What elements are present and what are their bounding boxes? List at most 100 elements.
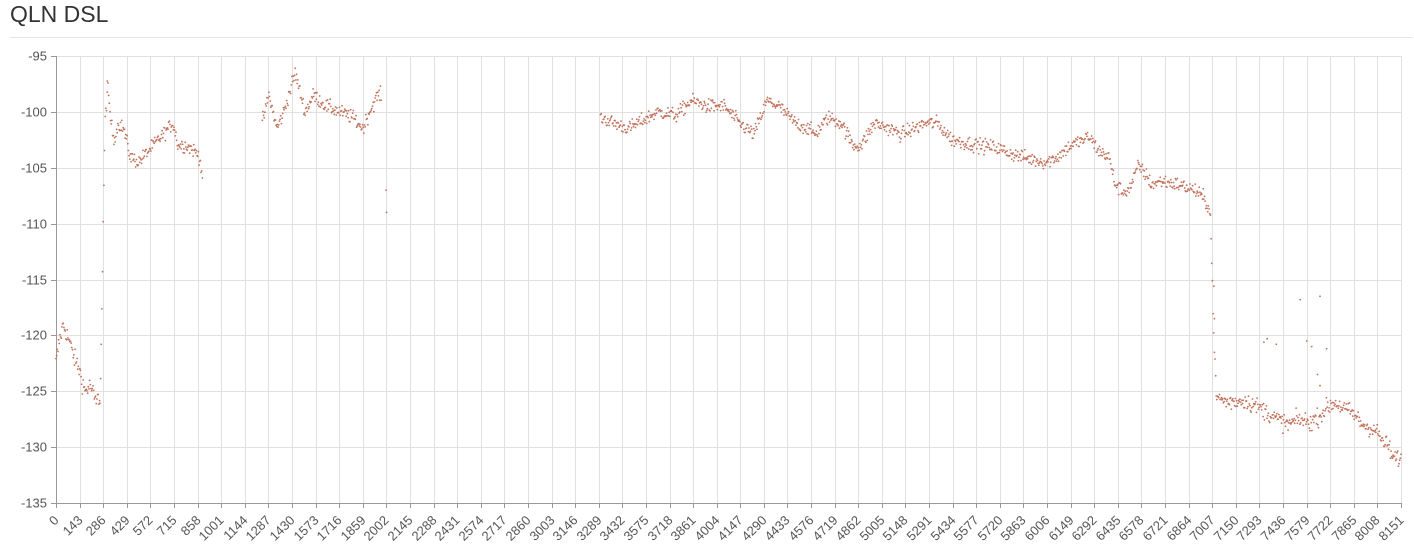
data-point [120,129,123,132]
data-point [654,114,657,117]
x-tick-label: 3432 [597,513,628,544]
data-point [1146,175,1148,178]
data-point [1201,198,1204,201]
data-point [132,158,135,161]
data-point [1373,430,1376,433]
data-point [1086,131,1089,134]
data-point [159,140,162,143]
data-point [1230,408,1233,411]
data-point [804,131,807,133]
data-point [635,118,638,121]
data-point [1363,424,1366,426]
data-point [327,108,330,111]
data-point [642,120,645,122]
data-point [1396,451,1398,454]
data-point [847,130,850,133]
data-point [1210,237,1212,240]
data-point [966,140,969,143]
data-point [1094,141,1096,144]
data-point [661,110,663,112]
data-point [788,115,791,117]
data-point [117,124,120,127]
data-point [871,125,874,128]
data-point [1191,184,1194,187]
data-point [985,141,988,143]
data-point [1097,147,1100,150]
data-point [59,333,61,336]
data-point [900,132,903,135]
data-point [86,392,89,395]
data-point [1085,133,1088,136]
data-point [709,99,712,101]
data-point [64,330,67,332]
data-point [786,107,789,110]
data-point [826,124,829,126]
chart-title: QLN DSL [10,1,109,27]
x-tick-label: 5720 [975,513,1006,544]
data-point [987,143,990,146]
data-point [644,119,647,122]
data-point [153,142,156,145]
data-point [1346,409,1349,412]
data-point [1100,151,1103,154]
data-point [200,171,202,174]
data-point [1226,398,1229,401]
data-point [1340,406,1342,409]
data-point [1022,156,1025,159]
data-point [727,108,730,111]
data-point [351,117,353,119]
data-point [1384,443,1387,446]
data-point [1030,163,1033,166]
data-point [1206,210,1209,213]
data-point [355,126,358,129]
data-point [300,96,303,99]
data-point [94,395,97,397]
x-tick-label: 1144 [220,513,250,543]
data-point [1205,204,1208,207]
data-point [263,117,266,119]
data-point [709,109,711,112]
data-point [758,117,761,120]
data-point [879,125,882,127]
data-point [1057,160,1060,163]
data-point [1319,384,1321,387]
data-point [1291,418,1293,421]
data-point [755,125,758,128]
y-tick-label: -110 [22,217,47,232]
data-point [1043,160,1045,162]
data-point [1394,459,1397,462]
data-point [648,120,651,123]
data-point [673,117,676,120]
data-point [161,136,164,139]
data-point [1163,177,1166,180]
data-point [682,100,684,103]
data-point [680,110,683,113]
data-point [1014,154,1016,157]
data-point [1012,152,1014,154]
data-point [767,101,770,103]
x-tick-label: 7579 [1282,513,1313,544]
data-point [1299,298,1302,301]
data-point [107,94,110,97]
data-point [941,129,944,132]
data-point [279,114,282,117]
data-point [873,123,876,126]
data-point [295,79,297,81]
data-point [377,95,380,97]
data-point [1204,200,1206,203]
data-point [1235,399,1238,402]
data-point [712,101,715,104]
data-point [630,129,632,132]
data-point [940,124,942,127]
data-point [1076,136,1079,139]
data-point [359,126,362,128]
data-point [1008,155,1011,157]
data-point [829,115,832,118]
data-point [124,133,127,136]
data-point [363,124,366,126]
data-point [315,98,318,101]
data-point [175,139,178,142]
data-point [667,107,669,109]
data-point [802,123,805,126]
data-point [262,114,265,117]
